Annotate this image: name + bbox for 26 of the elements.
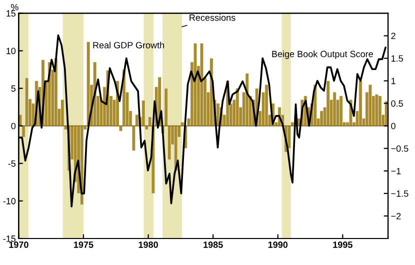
- y2-tick-label: 1: [391, 78, 396, 84]
- y2-tick-label: −2: [391, 212, 401, 220]
- x-tick-label: 1985: [204, 242, 223, 248]
- x-tick-label: 1995: [333, 242, 352, 248]
- y2-tick-label: 0.5: [391, 100, 403, 107]
- y-tick-label: -10: [3, 198, 16, 204]
- y2-tick-label: −1: [391, 168, 401, 174]
- y2-tick-label: −0.5: [391, 145, 408, 152]
- x-tick-label: 1990: [268, 242, 288, 248]
- y-tick-label: -5: [8, 160, 16, 167]
- y-tick-label: 5: [11, 85, 16, 92]
- y-tick-label: 10: [6, 48, 16, 54]
- x-tick-label: 1980: [138, 242, 158, 248]
- y2-tick-label: −1.5: [391, 190, 408, 197]
- y2-tick-label: 1.5: [391, 55, 403, 62]
- y-tick-label: -15: [3, 236, 16, 242]
- y2-tick-label: 0: [391, 122, 396, 130]
- series-label: Beige Book Output Score: [272, 50, 373, 59]
- y2-tick-label: 2: [391, 32, 396, 40]
- x-tick-label: 1975: [74, 242, 94, 248]
- band-label: Recessions: [190, 14, 236, 21]
- series-label: Real GDP Growth: [93, 42, 164, 48]
- y-tick-label: 0: [11, 122, 16, 130]
- y-tick-label: 15: [6, 10, 16, 17]
- x-tick-label: 1970: [9, 242, 28, 248]
- y-axis-title: %: [10, 4, 18, 10]
